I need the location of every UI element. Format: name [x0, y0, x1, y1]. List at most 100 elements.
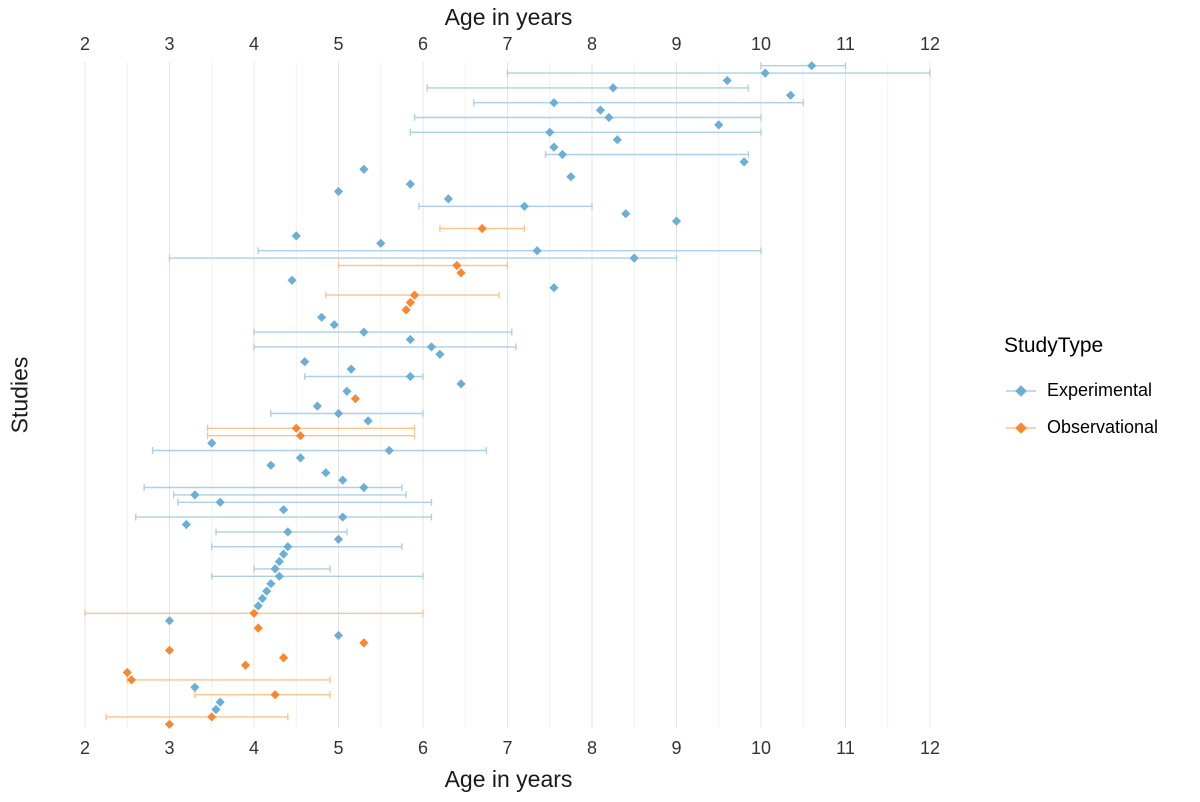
data-point-observational — [164, 645, 175, 655]
data-point-observational — [359, 638, 369, 648]
data-point-experimental — [181, 519, 191, 530]
data-point-observational — [405, 297, 415, 308]
data-point-experimental — [549, 98, 559, 108]
data-point-experimental — [359, 164, 369, 174]
data-point-observational — [126, 675, 137, 685]
data-point-observational — [249, 608, 259, 618]
data-point-observational — [122, 667, 132, 678]
data-point-observational — [401, 305, 411, 315]
data-point-experimental — [608, 83, 618, 93]
data-point-experimental — [262, 586, 272, 596]
x-tick-label-top: 8 — [587, 34, 597, 54]
x-tick-label-top: 9 — [671, 34, 681, 54]
data-point-experimental — [333, 534, 344, 544]
x-tick-label-top: 3 — [164, 34, 174, 54]
legend-item-label: Observational — [1047, 417, 1159, 437]
data-point-experimental — [164, 616, 175, 626]
legend-item-experimental: Experimental — [1004, 380, 1158, 401]
data-point-experimental — [321, 468, 331, 478]
data-point-experimental — [549, 142, 559, 152]
data-point-experimental — [333, 186, 344, 197]
x-tick-label-bottom: 11 — [836, 738, 855, 758]
data-point-experimental — [300, 357, 310, 367]
data-point-experimental — [612, 135, 622, 145]
legend-key-experimental-icon — [1006, 384, 1036, 397]
data-point-experimental — [283, 542, 293, 552]
x-tick-label-top: 2 — [80, 34, 90, 54]
data-point-experimental — [363, 416, 373, 426]
legend-key-observational-icon — [1006, 421, 1036, 434]
data-point-experimental — [283, 527, 293, 537]
x-tick-label-bottom: 8 — [587, 738, 597, 758]
data-point-experimental — [266, 460, 276, 470]
data-point-experimental — [384, 445, 394, 456]
data-point-observational — [164, 719, 175, 729]
data-point-experimental — [278, 549, 289, 559]
data-point-observational — [295, 431, 306, 441]
data-point-experimental — [270, 564, 280, 574]
data-point-observational — [291, 423, 301, 433]
data-point-experimental — [405, 334, 415, 345]
legend-title: StudyType — [1004, 334, 1104, 357]
data-point-observational — [456, 268, 466, 278]
data-point-experimental — [671, 216, 682, 226]
data-point-experimental — [333, 630, 344, 641]
data-point-experimental — [190, 490, 200, 500]
x-tick-label-bottom: 6 — [418, 738, 428, 758]
x-tick-label-top: 10 — [751, 34, 771, 54]
data-point-experimental — [760, 68, 770, 78]
x-axis-title-top: Age in years — [444, 4, 573, 30]
data-point-experimental — [287, 275, 297, 285]
data-point-experimental — [266, 579, 276, 589]
data-point-experimental — [456, 379, 466, 389]
data-point-experimental — [549, 283, 559, 293]
x-tick-label-top: 12 — [920, 34, 940, 54]
x-tick-label-bottom: 9 — [671, 738, 681, 758]
data-point-experimental — [621, 209, 631, 219]
data-point-observational — [452, 260, 462, 271]
x-tick-label-top: 6 — [418, 34, 428, 54]
data-point-experimental — [346, 364, 356, 374]
data-point-observational — [270, 690, 280, 700]
data-point-experimental — [629, 253, 639, 263]
x-axis-title-bottom: Age in years — [444, 766, 573, 792]
x-tick-label-top: 5 — [333, 34, 343, 54]
x-tick-label-bottom: 4 — [249, 738, 259, 758]
data-point-experimental — [443, 194, 453, 204]
data-point-experimental — [257, 593, 268, 604]
x-tick-label-bottom: 7 — [502, 738, 512, 758]
legend-item-observational: Observational — [1004, 417, 1158, 438]
x-tick-label-bottom: 10 — [751, 738, 771, 758]
data-point-experimental — [342, 386, 352, 396]
data-point-experimental — [714, 120, 724, 130]
data-point-experimental — [338, 512, 348, 522]
data-point-observational — [240, 660, 251, 670]
x-tick-label-bottom: 3 — [164, 738, 174, 758]
legend: StudyType Experimental Observational — [1004, 334, 1158, 454]
data-point-experimental — [190, 682, 200, 692]
data-point-experimental — [215, 497, 225, 507]
data-point-observational — [350, 394, 360, 404]
data-point-experimental — [359, 482, 369, 493]
data-point-observational — [278, 653, 289, 663]
data-point-experimental — [426, 342, 437, 352]
data-point-experimental — [545, 127, 555, 137]
data-point-observational — [207, 712, 217, 722]
data-point-experimental — [785, 90, 796, 100]
data-point-experimental — [207, 438, 217, 448]
data-point-experimental — [312, 401, 322, 411]
x-tick-label-bottom: 12 — [920, 738, 940, 758]
data-point-experimental — [215, 697, 225, 707]
x-tick-label-top: 11 — [836, 34, 855, 54]
data-point-experimental — [435, 349, 445, 359]
data-point-experimental — [807, 61, 817, 71]
data-point-experimental — [595, 105, 606, 115]
data-point-experimental — [376, 238, 386, 248]
data-point-experimental — [274, 571, 284, 581]
data-point-experimental — [211, 704, 221, 715]
data-point-experimental — [295, 453, 306, 463]
x-tick-label-top: 4 — [249, 34, 259, 54]
data-point-experimental — [604, 112, 614, 123]
